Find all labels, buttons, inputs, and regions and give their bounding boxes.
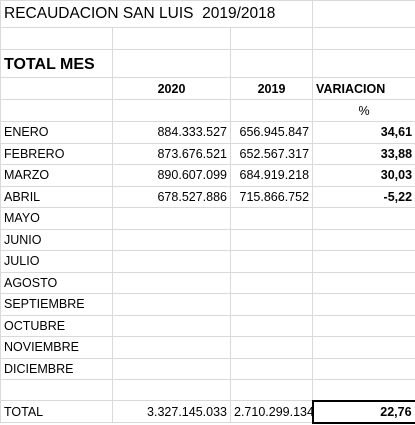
sheet-title: RECAUDACION SAN LUIS 2019/2018	[0, 0, 314, 28]
cell	[229, 207, 314, 230]
cell	[229, 271, 314, 294]
value-2019: 652.567.317	[229, 142, 314, 165]
value-2019: 715.866.752	[229, 185, 314, 208]
cell	[112, 250, 231, 273]
cell	[112, 293, 231, 316]
cell	[229, 228, 314, 251]
value-2019: 656.945.847	[229, 121, 314, 144]
cell	[112, 207, 231, 230]
column-header: VARIACION	[312, 77, 415, 100]
cell	[312, 207, 415, 230]
column-header: 2019	[229, 77, 314, 100]
cell	[312, 379, 415, 401]
row: NOVIEMBRE	[0, 336, 415, 359]
cell	[229, 293, 314, 316]
cell	[112, 99, 231, 122]
variation: -5,22	[312, 185, 415, 208]
cell	[229, 99, 314, 122]
cell	[112, 379, 231, 401]
cell	[312, 27, 415, 50]
cell	[0, 77, 113, 100]
cell	[229, 250, 314, 273]
row: AGOSTO	[0, 271, 415, 294]
row-label: MAYO	[0, 207, 113, 230]
value-2019: 2.710.299.134	[229, 400, 314, 423]
total-row: TOTAL 3.327.145.033 2.710.299.134 22,76	[0, 399, 415, 424]
cell	[112, 271, 231, 294]
variation: 30,03	[312, 164, 415, 187]
cell	[312, 250, 415, 273]
cell	[229, 27, 314, 50]
cell	[229, 357, 314, 380]
row: OCTUBRE	[0, 314, 415, 337]
row: FEBRERO 873.676.521 652.567.317 33,88	[0, 142, 415, 165]
row: DICIEMBRE	[0, 357, 415, 380]
row-label: ENERO	[0, 121, 113, 144]
row: SEPTIEMBRE	[0, 293, 415, 316]
value-2020: 3.327.145.033	[112, 400, 231, 423]
cell	[112, 228, 231, 251]
cell	[0, 379, 113, 401]
variation: 34,61	[312, 121, 415, 144]
row: JULIO	[0, 250, 415, 273]
row-label: FEBRERO	[0, 142, 113, 165]
row: MARZO 890.607.099 684.919.218 30,03	[0, 164, 415, 187]
subtitle: TOTAL MES	[0, 49, 113, 78]
row: JUNIO	[0, 228, 415, 251]
cell	[112, 336, 231, 359]
cell	[312, 49, 415, 78]
row-label: JULIO	[0, 250, 113, 273]
row: 2020 2019 VARIACION	[0, 77, 415, 100]
value-2020: 890.607.099	[112, 164, 231, 187]
row: ABRIL 678.527.886 715.866.752 -5,22	[0, 185, 415, 208]
variation: 22,76	[311, 399, 415, 424]
row-label: NOVIEMBRE	[0, 336, 113, 359]
row-label: ABRIL	[0, 185, 113, 208]
row-label: SEPTIEMBRE	[0, 293, 113, 316]
row: ENERO 884.333.527 656.945.847 34,61	[0, 121, 415, 144]
value-2019: 684.919.218	[229, 164, 314, 187]
row	[0, 27, 415, 50]
row	[0, 379, 415, 401]
cell	[312, 293, 415, 316]
cell	[229, 336, 314, 359]
variation: 33,88	[312, 142, 415, 165]
cell	[312, 336, 415, 359]
value-2020: 873.676.521	[112, 142, 231, 165]
cell	[312, 357, 415, 380]
cell	[312, 271, 415, 294]
cell	[112, 314, 231, 337]
cell	[312, 228, 415, 251]
row-label: AGOSTO	[0, 271, 113, 294]
cell	[229, 314, 314, 337]
row: TOTAL MES	[0, 49, 415, 78]
cell	[112, 357, 231, 380]
value-2020: 678.527.886	[112, 185, 231, 208]
cell	[229, 379, 314, 401]
column-header: 2020	[112, 77, 231, 100]
row-label: DICIEMBRE	[0, 357, 113, 380]
cell	[112, 49, 231, 78]
cell	[312, 0, 415, 28]
row: MAYO	[0, 207, 415, 230]
cell	[112, 27, 231, 50]
row: RECAUDACION SAN LUIS 2019/2018	[0, 0, 415, 28]
value-2020: 884.333.527	[112, 121, 231, 144]
row-label: JUNIO	[0, 228, 113, 251]
row-label: OCTUBRE	[0, 314, 113, 337]
unit-label: %	[312, 99, 415, 122]
row: %	[0, 99, 415, 122]
cell	[312, 314, 415, 337]
row-label: TOTAL	[0, 400, 113, 423]
cell	[229, 49, 314, 78]
cell	[0, 99, 113, 122]
cell	[0, 27, 113, 50]
row-label: MARZO	[0, 164, 113, 187]
